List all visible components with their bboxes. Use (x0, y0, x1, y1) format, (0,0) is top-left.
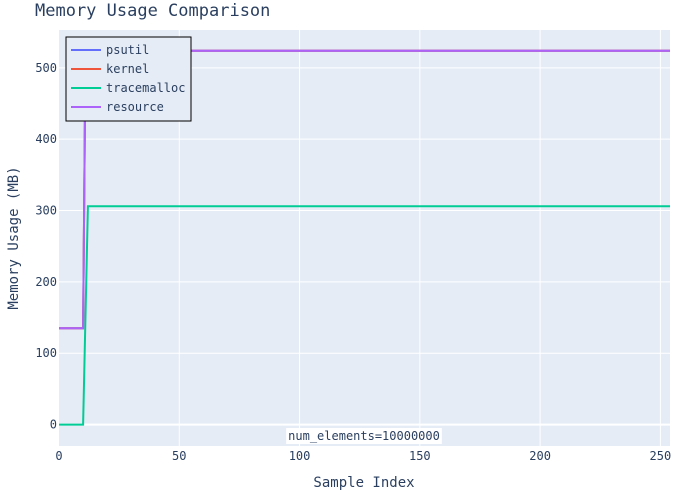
x-tick-label: 150 (409, 449, 431, 463)
annotation-label: num_elements=10000000 (288, 429, 440, 443)
y-tick-label: 300 (35, 204, 57, 218)
series-line-resource (59, 49, 670, 330)
y-tick-label: 400 (35, 132, 57, 146)
legend-label-kernel: kernel (106, 62, 149, 76)
legend: psutil kernel tracemalloc resource (65, 36, 192, 122)
legend-label-psutil: psutil (106, 43, 149, 57)
chart-title: Memory Usage Comparison (35, 1, 270, 21)
series-layer (59, 49, 670, 426)
x-tick-label: 100 (289, 449, 311, 463)
axis-ticks: 0 50 100 150 200 250 0 100 200 300 400 500 (35, 61, 671, 463)
x-tick-label: 50 (172, 449, 186, 463)
x-tick-label: 200 (529, 449, 551, 463)
x-tick-label: 250 (650, 449, 672, 463)
y-tick-label: 0 (50, 418, 57, 432)
annotation-background (286, 428, 442, 444)
series-line-tracemalloc (59, 205, 670, 426)
y-tick-label: 100 (35, 346, 57, 360)
legend-label-resource: resource (106, 100, 164, 114)
legend-label-tracemalloc: tracemalloc (106, 81, 185, 95)
y-tick-label: 200 (35, 275, 57, 289)
y-axis-title: Memory Usage (MB) (6, 166, 22, 309)
y-tick-label: 500 (35, 61, 57, 75)
x-tick-label: 0 (55, 449, 62, 463)
grid-lines (59, 30, 670, 446)
x-axis-title: Sample Index (313, 475, 414, 491)
